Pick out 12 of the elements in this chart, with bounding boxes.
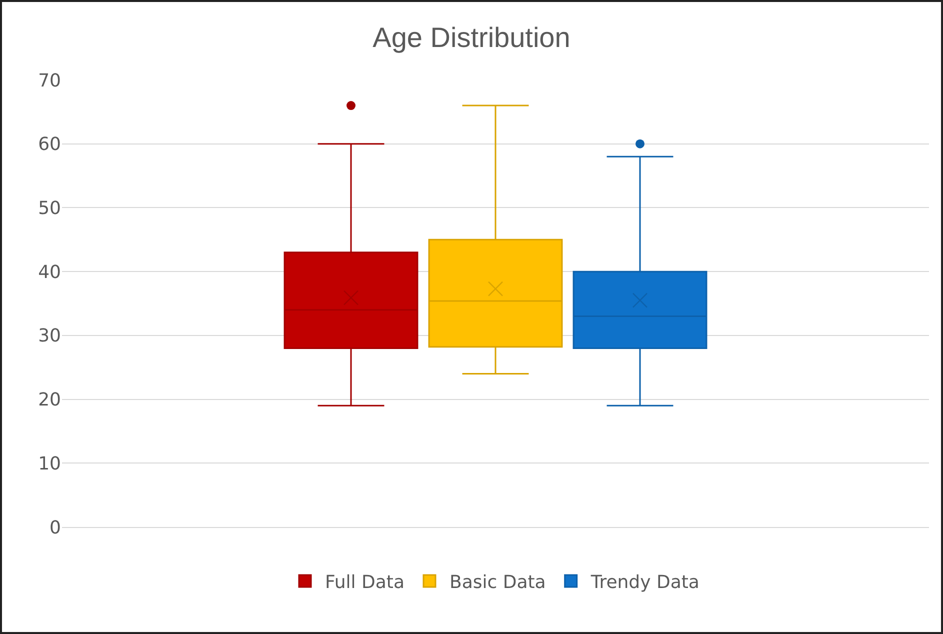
y-tick-label: 40 [38, 262, 61, 283]
chart-title: Age Distribution [372, 22, 570, 53]
y-tick-label: 10 [38, 453, 61, 474]
y-tick-label: 50 [38, 198, 61, 220]
legend-label: Basic Data [449, 572, 546, 593]
y-tick-label: 60 [38, 134, 61, 156]
y-tick-label: 20 [38, 390, 61, 411]
y-tick-label: 30 [38, 326, 61, 347]
y-tick-label: 70 [38, 70, 61, 92]
legend-label: Full Data [325, 572, 404, 593]
y-tick-label: 0 [50, 517, 61, 538]
legend-label: Trendy Data [590, 572, 700, 593]
